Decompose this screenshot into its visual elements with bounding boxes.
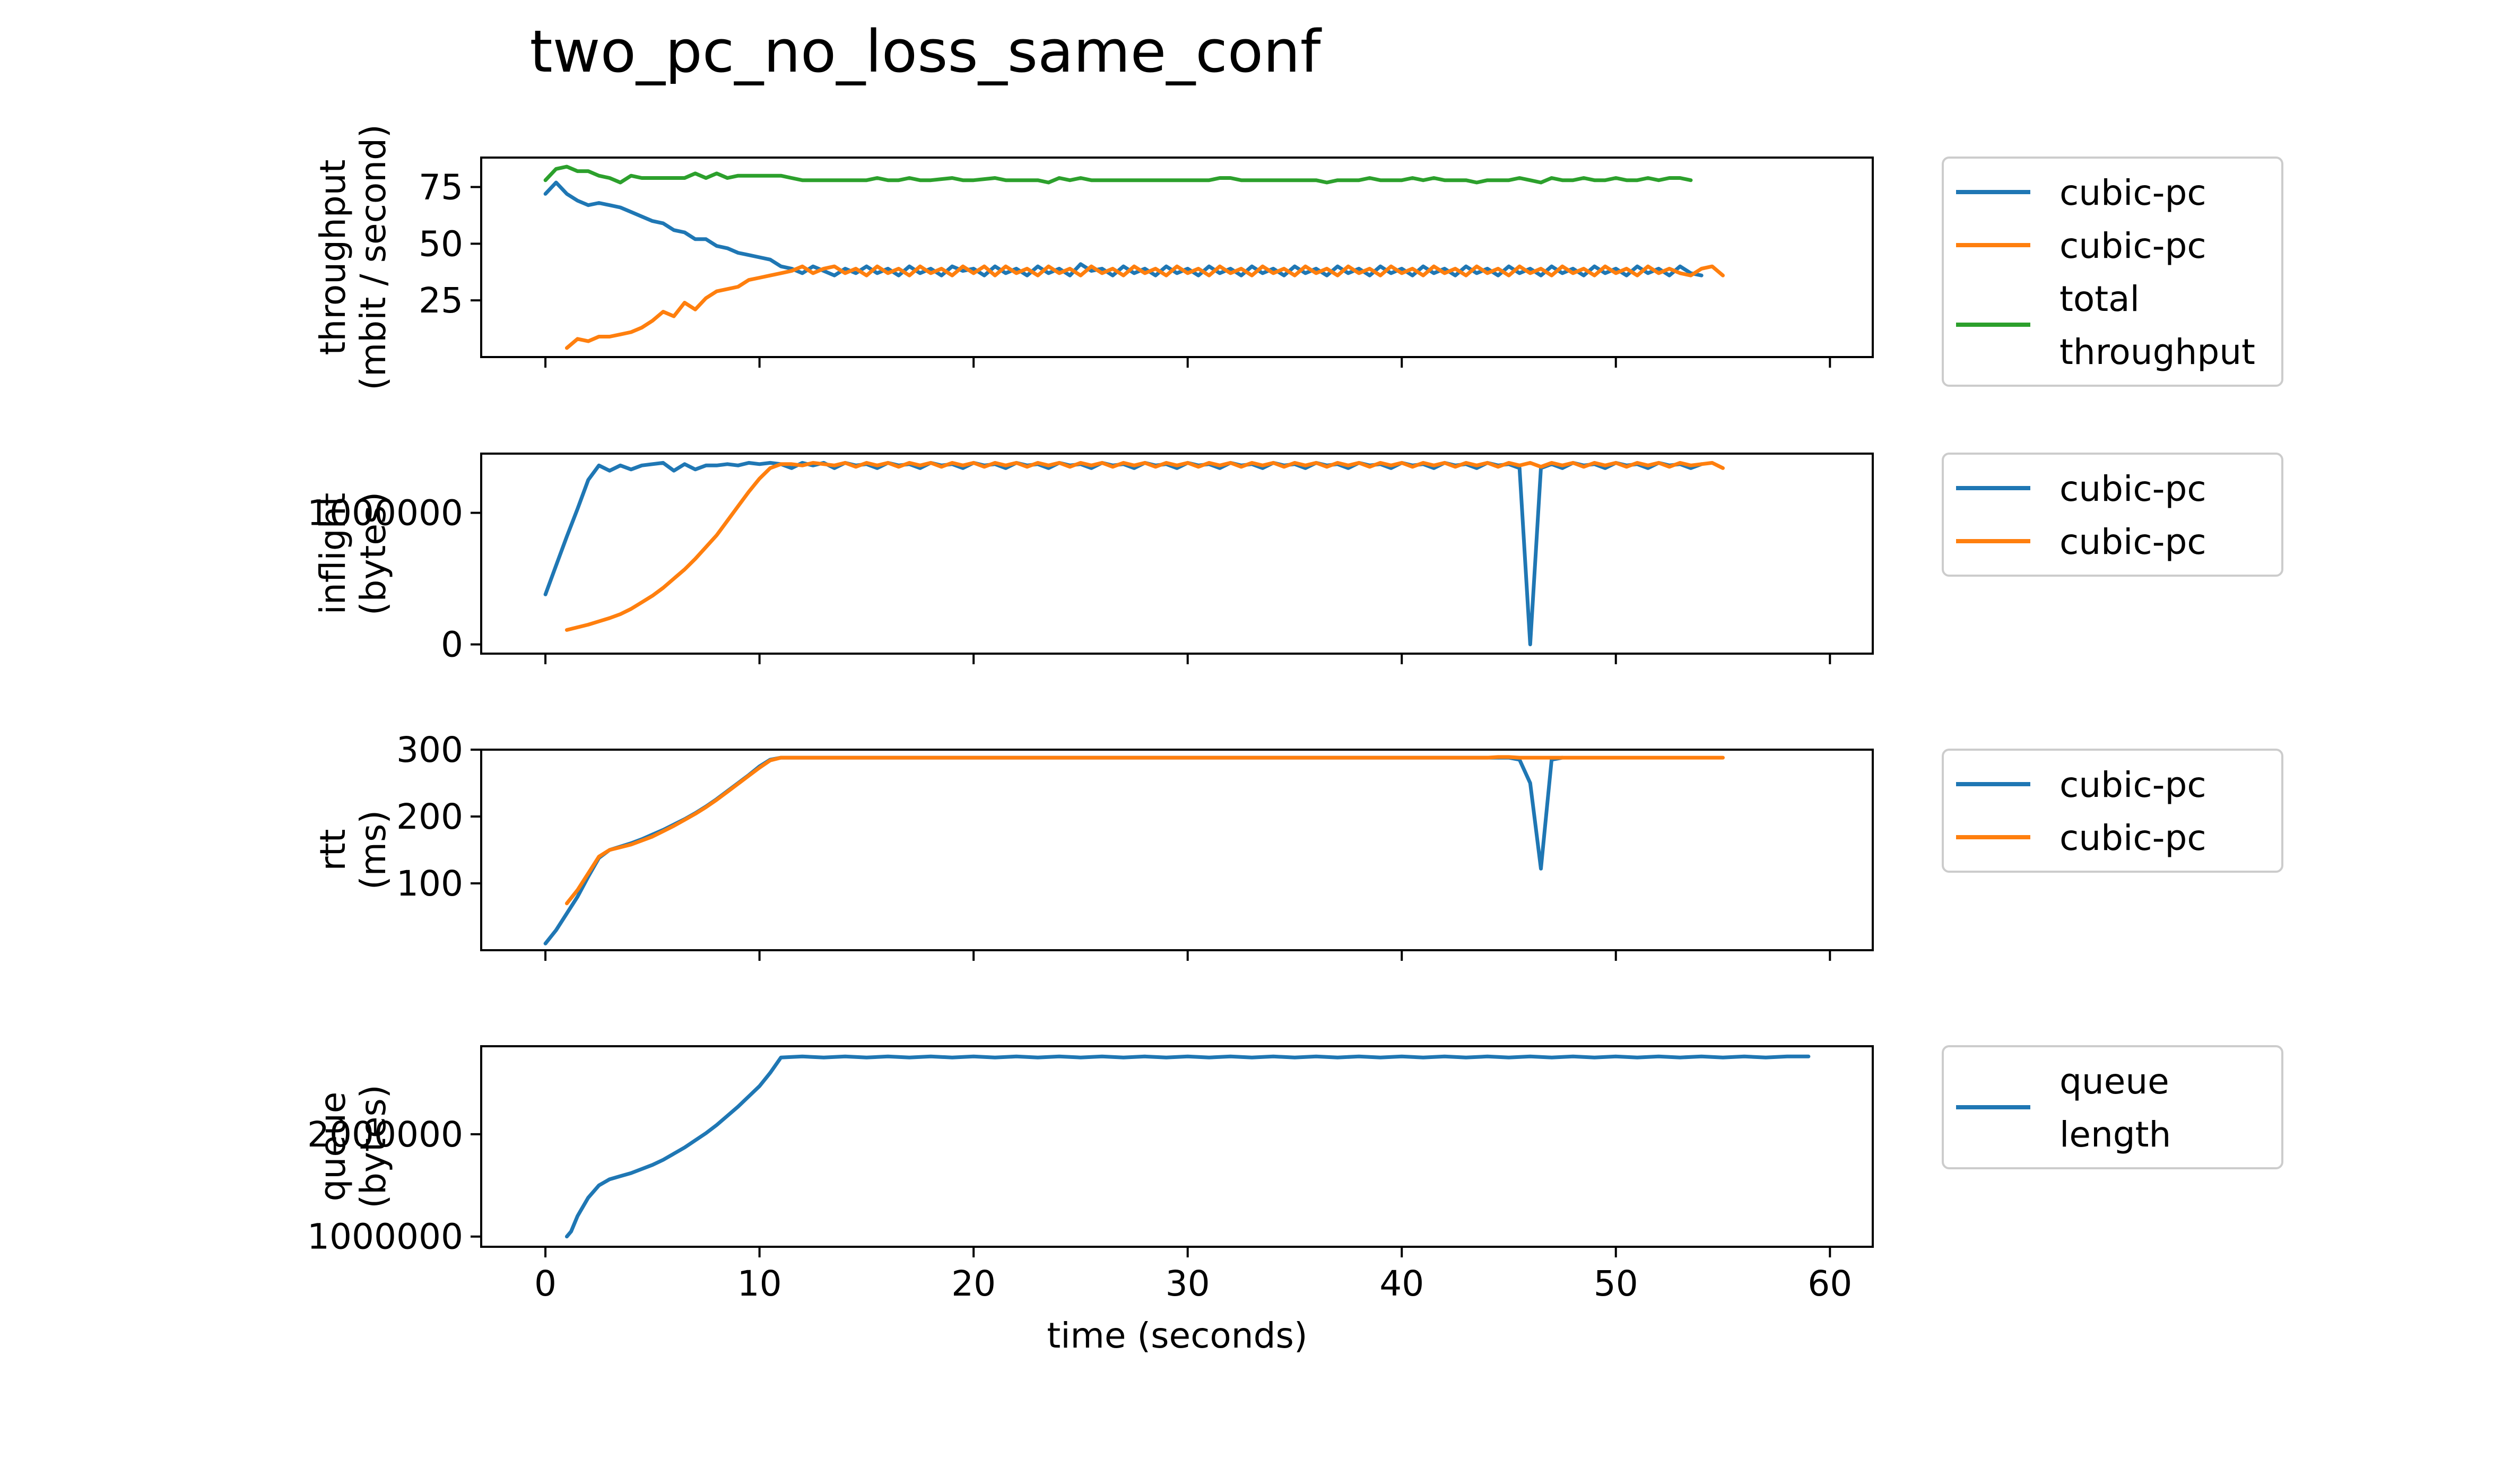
legend-label-2: cubic-pc (2060, 522, 2206, 562)
axes-frame (480, 749, 1874, 951)
x-tick-label: 10 (737, 1263, 782, 1304)
x-tick-label: 0 (534, 1263, 557, 1304)
x-tick-label: 50 (1594, 1263, 1638, 1304)
y-tick-label: 200 (396, 796, 463, 837)
y-axis-label-line: inflight (312, 493, 353, 615)
y-tick-label: 1000000 (307, 1217, 463, 1257)
y-axis-label: queue(bytes) (312, 1084, 394, 1208)
subplot-4: 0 10 20 30 40 50 6010000002000000queue(bytes)q… (307, 1045, 2283, 1304)
legend-label-line: cubic-pc (2060, 765, 2206, 805)
legend-label-line: length (2060, 1114, 2171, 1155)
legend-box (1942, 453, 2283, 577)
legend: cubic-pc cubic-pc total throughput (1942, 157, 2283, 387)
x-axis-label: time (seconds) (1047, 1315, 1307, 1356)
y-axis-label-line: (bytes) (353, 1084, 394, 1208)
legend-box (1942, 1045, 2283, 1169)
legend-box (1942, 157, 2283, 387)
series-line-2 (564, 264, 1725, 350)
legend-label-2: cubic-pc (2060, 225, 2206, 266)
y-tick-label: 50 (419, 223, 463, 264)
series-group (564, 1054, 1811, 1239)
chart-title: two_pc_no_loss_same_conf (530, 18, 1322, 85)
legend-box (1942, 749, 2283, 873)
y-axis-label: rtt(ms) (312, 810, 394, 890)
legend-label-line: cubic-pc (2060, 818, 2206, 858)
series-group (543, 461, 1725, 647)
y-tick-label: 100 (396, 863, 463, 904)
legend-label-1: queue length (2060, 1061, 2171, 1155)
y-tick-label: 300 (396, 730, 463, 770)
y-axis-label-line: queue (312, 1092, 353, 1202)
series-line-3 (543, 164, 1693, 185)
legend: cubic-pc cubic-pc (1942, 749, 2283, 873)
y-axis-label-line: rtt (312, 829, 353, 871)
axes-frame (480, 453, 1874, 655)
legend-label-line: cubic-pc (2060, 522, 2206, 562)
x-tick-label: 20 (951, 1263, 996, 1304)
legend-label-1: cubic-pc (2060, 468, 2206, 509)
y-tick-label: 1000000 (307, 493, 463, 534)
y-axis-label-line: (bytes) (353, 492, 394, 615)
y-tick-label: 0 (441, 624, 463, 665)
series-line-1 (543, 180, 1704, 277)
legend-label-1: cubic-pc (2060, 172, 2206, 213)
legend: cubic-pc cubic-pc (1942, 453, 2283, 577)
y-axis-label-line: (mbit / second) (353, 124, 394, 390)
legend-label-2: cubic-pc (2060, 818, 2206, 858)
legend: queue length (1942, 1045, 2283, 1169)
y-axis-label-line: throughput (312, 160, 353, 355)
legend-label-line: cubic-pc (2060, 468, 2206, 509)
series-line-1 (564, 1054, 1811, 1239)
y-tick-label: 75 (419, 167, 463, 208)
legend-label-1: cubic-pc (2060, 765, 2206, 805)
legend-label-line: total (2060, 279, 2140, 319)
series-group (543, 164, 1725, 350)
x-tick-label: 60 (1808, 1263, 1852, 1304)
y-axis-label: inflight(bytes) (312, 492, 394, 615)
series-group (543, 755, 1725, 945)
legend-label-line: throughput (2060, 332, 2255, 372)
axes-frame (480, 1045, 1874, 1248)
series-line-2 (564, 755, 1725, 906)
x-tick-label: 30 (1166, 1263, 1210, 1304)
y-axis-label: throughput(mbit / second) (312, 124, 394, 390)
y-tick-label: 25 (419, 280, 463, 321)
legend-label-line: cubic-pc (2060, 172, 2206, 213)
legend-label-3: total throughput (2060, 279, 2255, 372)
legend-label-line: queue (2060, 1061, 2169, 1102)
y-tick-label: 2000000 (307, 1114, 463, 1155)
series-line-2 (564, 461, 1725, 632)
legend-label-line: cubic-pc (2060, 225, 2206, 266)
axes-frame (480, 157, 1874, 358)
x-tick-label: 40 (1379, 1263, 1424, 1304)
y-axis-label-line: (ms) (353, 810, 394, 890)
